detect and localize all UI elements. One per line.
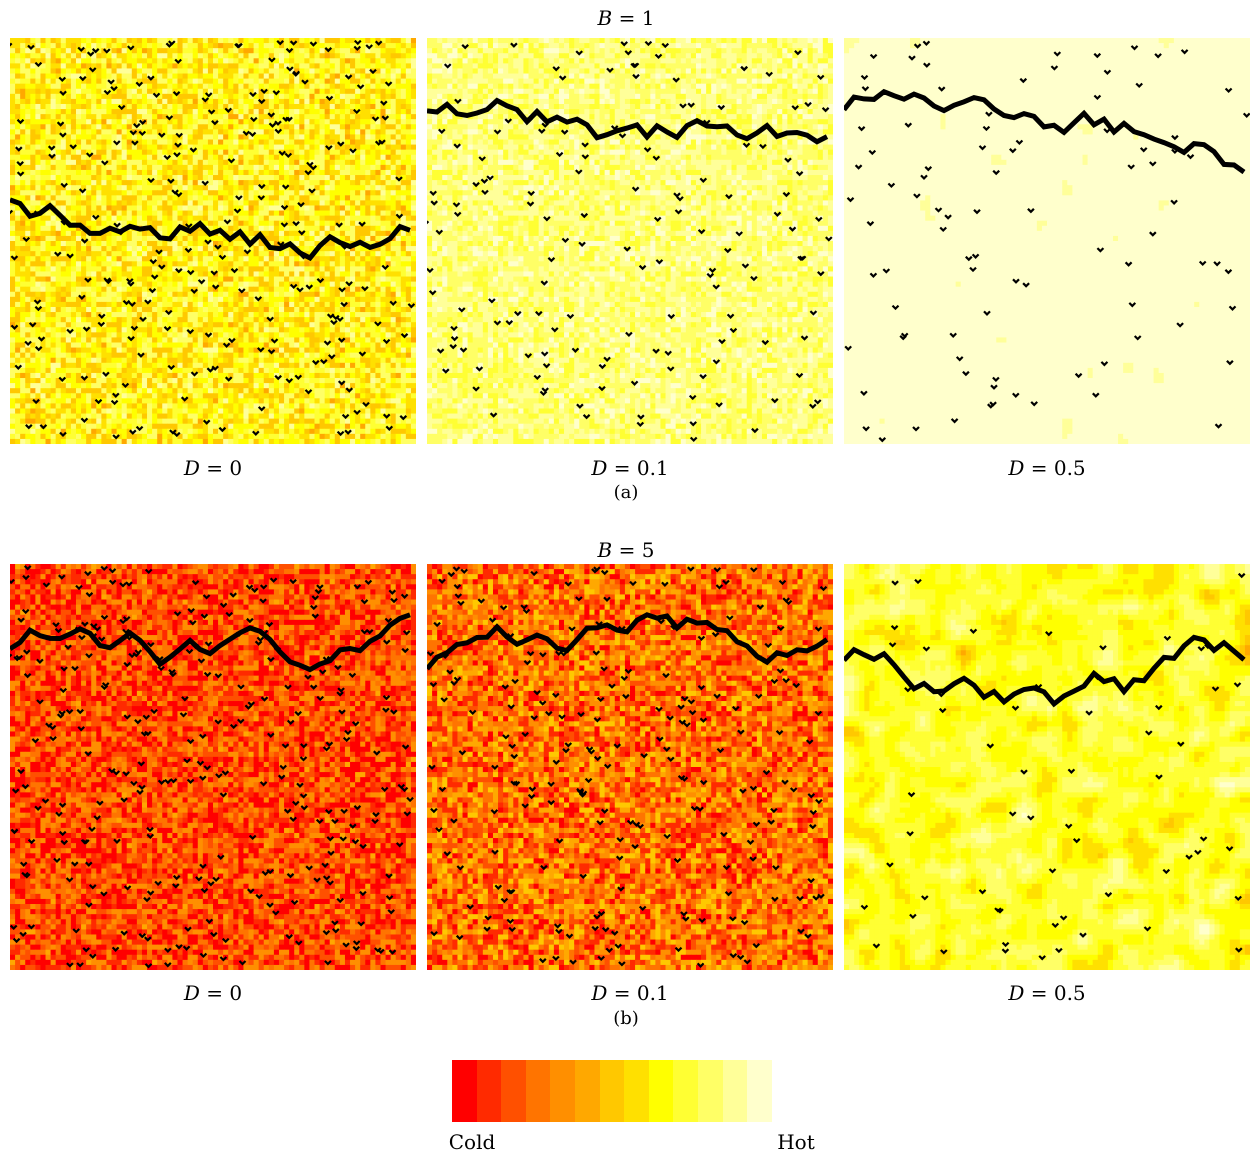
main-path bbox=[427, 97, 829, 145]
figure-b-header: B = 5 bbox=[0, 538, 1252, 562]
panel-a-d0-label: D = 0 bbox=[10, 456, 416, 480]
path-fragments bbox=[10, 565, 414, 969]
main-path bbox=[427, 612, 829, 671]
heatmap-cells bbox=[10, 38, 416, 444]
colorbar-swatch bbox=[747, 1060, 772, 1122]
figure-a-caption: (a) bbox=[0, 482, 1252, 503]
colorbar-swatch bbox=[722, 1060, 748, 1122]
figure-b-caption: (b) bbox=[0, 1008, 1252, 1029]
main-path bbox=[10, 197, 411, 262]
heatmap-cells bbox=[10, 564, 416, 970]
heatmap-cells bbox=[427, 38, 833, 444]
colorbar-swatch bbox=[599, 1060, 625, 1122]
panel-a-d05-label: D = 0.5 bbox=[844, 456, 1250, 480]
panel-a-d01 bbox=[427, 38, 833, 444]
colorbar-swatch bbox=[673, 1060, 699, 1122]
panel-b-d01-label: D = 0.1 bbox=[427, 981, 833, 1005]
panel-b-d05-label: D = 0.5 bbox=[844, 981, 1250, 1005]
panel-b-d0 bbox=[10, 564, 416, 970]
path-fragments bbox=[860, 572, 1246, 961]
colorbar-swatch bbox=[698, 1060, 723, 1122]
colorbar-swatch bbox=[624, 1060, 649, 1122]
colorbar-cold-label: Cold bbox=[432, 1130, 512, 1154]
panel-b-d0-label: D = 0 bbox=[10, 981, 416, 1005]
colorbar-swatch bbox=[476, 1060, 502, 1122]
main-path bbox=[10, 612, 411, 673]
colorbar bbox=[452, 1060, 772, 1122]
panel-a-d0 bbox=[10, 38, 416, 444]
figure-a-header: B = 1 bbox=[0, 6, 1252, 30]
colorbar-swatch bbox=[550, 1060, 576, 1122]
colorbar-swatch bbox=[452, 1060, 477, 1122]
colorbar-swatch bbox=[525, 1060, 551, 1122]
panel-a-d05 bbox=[844, 38, 1250, 444]
heatmap-cells bbox=[844, 38, 1250, 444]
colorbar-swatch bbox=[575, 1060, 600, 1122]
panel-b-d05 bbox=[844, 564, 1250, 970]
path-fragments bbox=[844, 40, 1250, 443]
panel-b-d01 bbox=[427, 564, 833, 970]
panel-a-d01-label: D = 0.1 bbox=[427, 456, 833, 480]
colorbar-swatch bbox=[648, 1060, 674, 1122]
path-fragments bbox=[427, 40, 833, 443]
heatmap-cells bbox=[844, 564, 1250, 970]
colorbar-swatch bbox=[501, 1060, 526, 1122]
main-path bbox=[844, 88, 1246, 175]
path-fragments bbox=[10, 39, 416, 440]
colorbar-hot-label: Hot bbox=[756, 1130, 836, 1154]
main-path bbox=[844, 634, 1246, 708]
